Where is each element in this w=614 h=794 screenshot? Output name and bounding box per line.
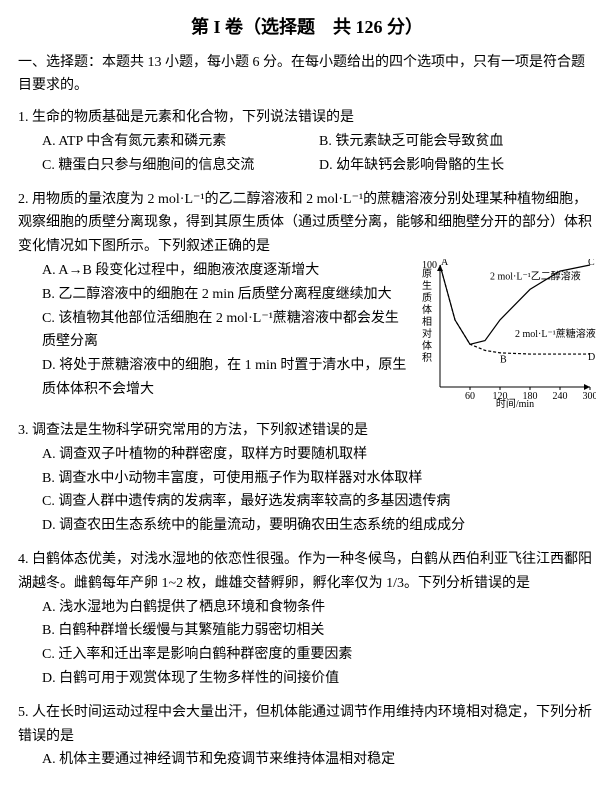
q1-opt-b: B. 铁元素缺乏可能会导致贫血 xyxy=(319,130,596,154)
svg-text:原: 原 xyxy=(422,268,432,280)
q3-opt-b: B. 调查水中小动物丰富度，可使用瓶子作为取样器对水体取样 xyxy=(42,467,596,491)
q4-opt-c: C. 迁入率和迁出率是影响白鹤种群密度的重要因素 xyxy=(42,643,596,667)
question-2: 2. 用物质的量浓度为 2 mol·L⁻¹的乙二醇溶液和 2 mol·L⁻¹的蔗… xyxy=(18,188,596,409)
q4-opt-b: B. 白鹤种群增长缓慢与其繁殖能力弱密切相关 xyxy=(42,619,596,643)
question-4: 4. 白鹤体态优美，对浅水湿地的依恋性很强。作为一种冬候鸟，白鹤从西伯利亚飞往江… xyxy=(18,548,596,691)
q4-opt-d: D. 白鹤可用于观赏体现了生物多样性的间接价值 xyxy=(42,667,596,691)
q4-stem: 4. 白鹤体态优美，对浅水湿地的依恋性很强。作为一种冬候鸟，白鹤从西伯利亚飞往江… xyxy=(18,548,596,596)
question-5: 5. 人在长时间运动过程中会大量出汗，但机体能通过调节作用维持内环境相对稳定，下… xyxy=(18,701,596,772)
instruction: 一、选择题：本题共 13 小题，每小题 6 分。在每小题给出的四个选项中，只有一… xyxy=(18,51,596,99)
svg-text:240: 240 xyxy=(553,391,568,402)
svg-text:生: 生 xyxy=(422,279,432,292)
q1-opt-d: D. 幼年缺钙会影响骨骼的生长 xyxy=(319,154,596,178)
q2-stem: 2. 用物质的量浓度为 2 mol·L⁻¹的乙二醇溶液和 2 mol·L⁻¹的蔗… xyxy=(18,188,596,259)
svg-text:B: B xyxy=(500,355,507,366)
svg-text:积: 积 xyxy=(422,352,432,364)
svg-text:体: 体 xyxy=(422,340,432,352)
svg-text:A: A xyxy=(441,259,449,268)
q4-opt-a: A. 浅水湿地为白鹤提供了栖息环境和食物条件 xyxy=(42,596,596,620)
svg-text:对: 对 xyxy=(422,327,432,340)
q3-opt-c: C. 调查人群中遗传病的发病率，最好选发病率较高的多基因遗传病 xyxy=(42,490,596,514)
question-3: 3. 调查法是生物科学研究常用的方法，下列叙述错误的是 A. 调查双子叶植物的种… xyxy=(18,419,596,538)
svg-text:2 mol·L⁻¹乙二醇溶液: 2 mol·L⁻¹乙二醇溶液 xyxy=(490,270,581,283)
q1-stem: 1. 生命的物质基础是元素和化合物，下列说法错误的是 xyxy=(18,106,596,130)
svg-text:时间/min: 时间/min xyxy=(496,397,534,409)
svg-text:300: 300 xyxy=(583,391,597,402)
q3-stem: 3. 调查法是生物科学研究常用的方法，下列叙述错误的是 xyxy=(18,419,596,443)
page-title: 第 I 卷（选择题 共 126 分） xyxy=(18,12,596,43)
svg-text:体: 体 xyxy=(422,304,432,316)
q2-opt-d: D. 将处于蔗糖溶液中的细胞，在 1 min 时置于清水中，原生质体体积不会增大 xyxy=(42,354,408,402)
q5-stem: 5. 人在长时间运动过程中会大量出汗，但机体能通过调节作用维持内环境相对稳定，下… xyxy=(18,701,596,749)
q2-opt-b: B. 乙二醇溶液中的细胞在 2 min 后质壁分离程度继续加大 xyxy=(42,283,408,307)
svg-text:C: C xyxy=(588,259,595,268)
svg-text:质: 质 xyxy=(422,292,432,304)
q2-opt-a: A. A→B 段变化过程中，细胞液浓度逐渐增大 xyxy=(42,259,408,283)
q2-opt-c: C. 该植物其他部位活细胞在 2 mol·L⁻¹蔗糖溶液中都会发生质壁分离 xyxy=(42,307,408,355)
svg-text:D: D xyxy=(588,352,595,363)
svg-text:2 mol·L⁻¹蔗糖溶液: 2 mol·L⁻¹蔗糖溶液 xyxy=(515,327,596,340)
svg-text:60: 60 xyxy=(465,391,475,402)
q3-opt-d: D. 调查农田生态系统中的能量流动，要明确农田生态系统的组成成分 xyxy=(42,514,596,538)
svg-text:相: 相 xyxy=(422,315,432,328)
q1-opt-a: A. ATP 中含有氮元素和磷元素 xyxy=(42,130,319,154)
q5-opt-a: A. 机体主要通过神经调节和免疫调节来维持体温相对稳定 xyxy=(42,748,596,772)
question-1: 1. 生命的物质基础是元素和化合物，下列说法错误的是 A. ATP 中含有氮元素… xyxy=(18,106,596,177)
q2-chart: 60120180240300100A2 mol·L⁻¹乙二醇溶液C2 mol·L… xyxy=(416,259,596,409)
q1-opt-c: C. 糖蛋白只参与细胞间的信息交流 xyxy=(42,154,319,178)
q3-opt-a: A. 调查双子叶植物的种群密度，取样方时要随机取样 xyxy=(42,443,596,467)
